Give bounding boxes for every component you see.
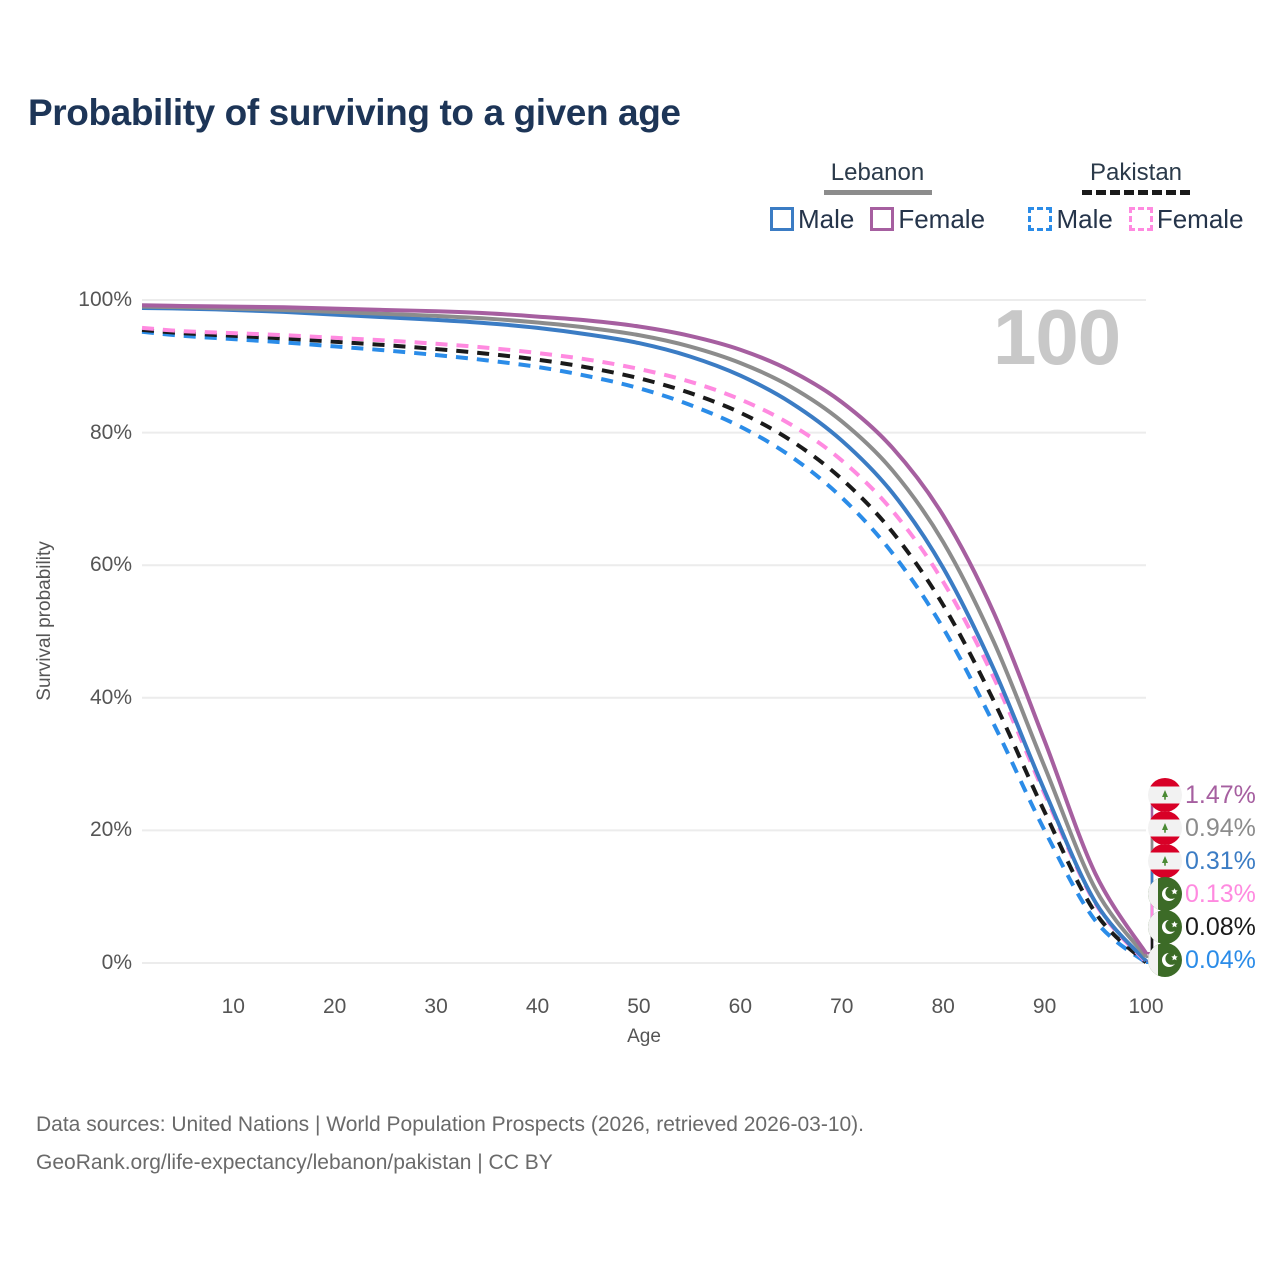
end-label-pakistan-female[interactable]: 0.13% — [1148, 877, 1256, 911]
lebanon-flag-icon — [1148, 811, 1182, 845]
x-tick-40: 40 — [525, 995, 550, 1018]
x-tick-30: 30 — [424, 995, 448, 1018]
legend-group-pakistan: Pakistan Male Female — [1012, 160, 1260, 232]
legend-swatch-pakistan-female — [1128, 207, 1153, 231]
legend-item-lebanon-female[interactable]: Female — [870, 206, 985, 232]
y-tick-80: 80% — [89, 420, 132, 444]
end-label-value: 0.13% — [1185, 879, 1256, 908]
legend-swatch-lebanon-male — [769, 207, 794, 231]
series-line-lebanon-total — [141, 304, 1148, 958]
pakistan-flag-icon — [1148, 877, 1182, 911]
x-tick-100: 100 — [1128, 995, 1164, 1018]
x-tick-60: 60 — [728, 995, 752, 1018]
chart-legend: Lebanon Male Female Pakistan Male — [760, 160, 1260, 245]
end-label-value: 1.47% — [1185, 780, 1256, 809]
pakistan-flag-icon — [1148, 910, 1182, 944]
end-label-value: 0.08% — [1185, 912, 1256, 941]
footer-line-2: GeoRank.org/life-expectancy/lebanon/paki… — [36, 1151, 553, 1174]
x-tick-20: 20 — [322, 995, 347, 1018]
x-tick-50: 50 — [627, 995, 651, 1018]
end-label-pakistan-total[interactable]: 0.08% — [1148, 910, 1256, 944]
legend-items-pakistan: Male Female — [1012, 206, 1260, 232]
legend-label-pakistan-male: Male — [1056, 204, 1113, 234]
series-line-pakistan-total — [141, 327, 1148, 964]
y-tick-100: 100% — [78, 288, 132, 311]
legend-item-pakistan-male[interactable]: Male — [1028, 204, 1113, 234]
x-tick-80: 80 — [931, 995, 955, 1018]
x-tick-10: 10 — [221, 995, 245, 1018]
legend-item-lebanon-male[interactable]: Male — [769, 204, 855, 234]
y-tick-40: 40% — [89, 685, 132, 709]
y-axis-ticks: 0% 20% 40% 60% 80% 100% — [40, 0, 132, 1280]
footer-line-1: Data sources: United Nations | World Pop… — [36, 1113, 865, 1136]
end-label-value: 0.94% — [1185, 813, 1256, 842]
y-axis-label: Survival probability — [34, 541, 55, 701]
legend-group-title-lebanon: Lebanon — [830, 159, 925, 186]
series-end-labels: 1.47% 0.94% 0.31% 0.13% 0.08% 0.04% — [1140, 760, 1280, 990]
lebanon-flag-icon — [1148, 778, 1182, 812]
legend-item-pakistan-female[interactable]: Female — [1128, 204, 1244, 234]
x-tick-70: 70 — [830, 995, 854, 1018]
end-label-lebanon-female[interactable]: 1.47% — [1148, 778, 1256, 812]
legend-rule-pakistan — [1082, 190, 1190, 195]
watermark-100: 100 — [993, 293, 1121, 381]
legend-swatch-pakistan-male — [1028, 207, 1053, 231]
footer-credits: Data sources: United Nations | World Pop… — [36, 1106, 864, 1182]
end-label-value: 0.04% — [1185, 945, 1256, 974]
lebanon-flag-icon — [1148, 844, 1182, 878]
x-axis-label: Age — [627, 1026, 661, 1047]
x-tick-90: 90 — [1032, 995, 1057, 1018]
page-title: Probability of surviving to a given age — [28, 92, 681, 133]
y-tick-20: 20% — [89, 818, 132, 842]
legend-label-lebanon-male: Male — [797, 204, 855, 234]
legend-items-lebanon: Male Female — [760, 206, 995, 232]
end-label-lebanon-total[interactable]: 0.94% — [1148, 811, 1256, 845]
legend-rule-lebanon — [823, 190, 932, 195]
y-tick-60: 60% — [89, 553, 132, 577]
end-label-value: 0.31% — [1185, 846, 1256, 875]
series-line-pakistan-female — [141, 325, 1148, 964]
end-label-pakistan-male[interactable]: 0.04% — [1148, 943, 1256, 977]
pakistan-flag-icon — [1148, 943, 1182, 977]
end-label-lebanon-male[interactable]: 0.31% — [1148, 844, 1256, 878]
legend-swatch-lebanon-female — [870, 207, 895, 231]
legend-label-pakistan-female: Female — [1156, 204, 1244, 234]
y-tick-0: 0% — [101, 951, 132, 974]
legend-label-lebanon-female: Female — [898, 204, 986, 234]
series-line-lebanon-female — [141, 303, 1148, 955]
legend-group-lebanon: Lebanon Male Female — [760, 160, 995, 232]
series-line-lebanon-male — [141, 305, 1148, 963]
legend-group-title-pakistan: Pakistan — [1089, 159, 1183, 186]
series-line-pakistan-male — [141, 329, 1148, 965]
